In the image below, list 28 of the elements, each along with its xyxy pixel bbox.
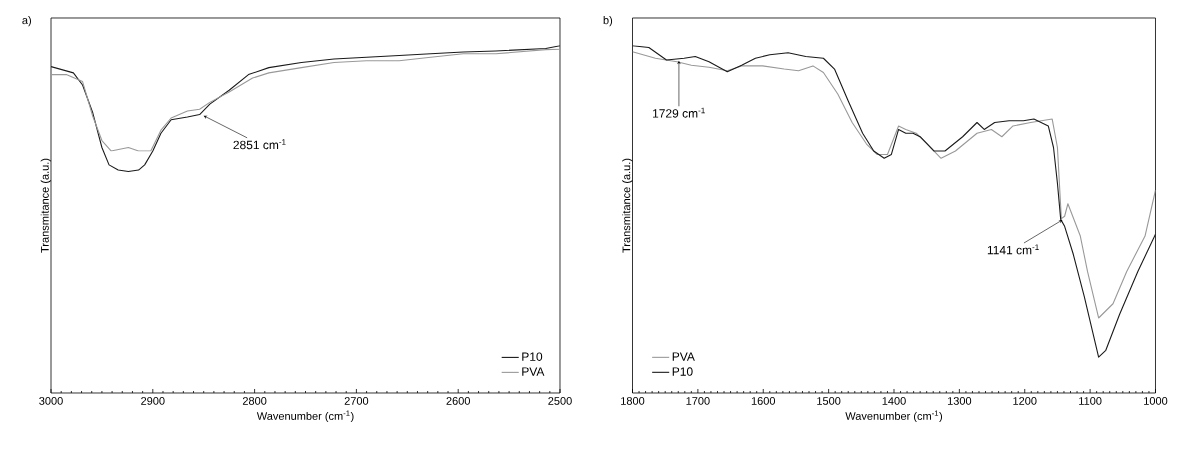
- x-tick-label: 3000: [39, 397, 63, 405]
- x-axis-title: Wavenumber (cm$^{-1}$): [256, 410, 354, 423]
- annotation: 1729 cm$^{-1}$: [653, 107, 705, 118]
- x-tick-label: 1300: [947, 397, 972, 405]
- x-tick-label: 1400: [882, 397, 906, 405]
- y-axis-title: Transmitance (a.u.): [622, 158, 633, 253]
- chart-title: b): [603, 16, 613, 27]
- legend-label: PVA: [522, 367, 545, 376]
- legend-label: P10: [672, 367, 693, 376]
- x-tick-label: 1100: [1079, 397, 1102, 405]
- legend-label: PVA: [672, 352, 695, 361]
- x-tick-label: 2800: [242, 397, 267, 405]
- x-tick-label: 1600: [751, 397, 776, 405]
- x-tick-label: 1500: [817, 397, 841, 405]
- x-tick-label: 1700: [686, 397, 710, 405]
- x-tick-label: 2900: [141, 397, 165, 405]
- annotation: 2851 cm$^{-1}$: [233, 139, 286, 150]
- x-tick-label: 1000: [1144, 397, 1168, 405]
- chart-title: a): [22, 16, 31, 27]
- x-tick-label: 2500: [548, 397, 572, 405]
- x-axis-title: Wavenumber (cm$^{-1}$): [845, 410, 943, 423]
- x-tick-label: 2700: [344, 397, 369, 405]
- x-tick-label: 1200: [1013, 397, 1037, 405]
- x-tick-label: 2600: [446, 397, 470, 405]
- y-axis-title: Transmitance (a.u.): [40, 158, 51, 253]
- annotation: 1141 cm$^{-1}$: [987, 244, 1039, 255]
- x-tick-label: 1800: [621, 397, 645, 405]
- legend-label: P10: [522, 352, 543, 361]
